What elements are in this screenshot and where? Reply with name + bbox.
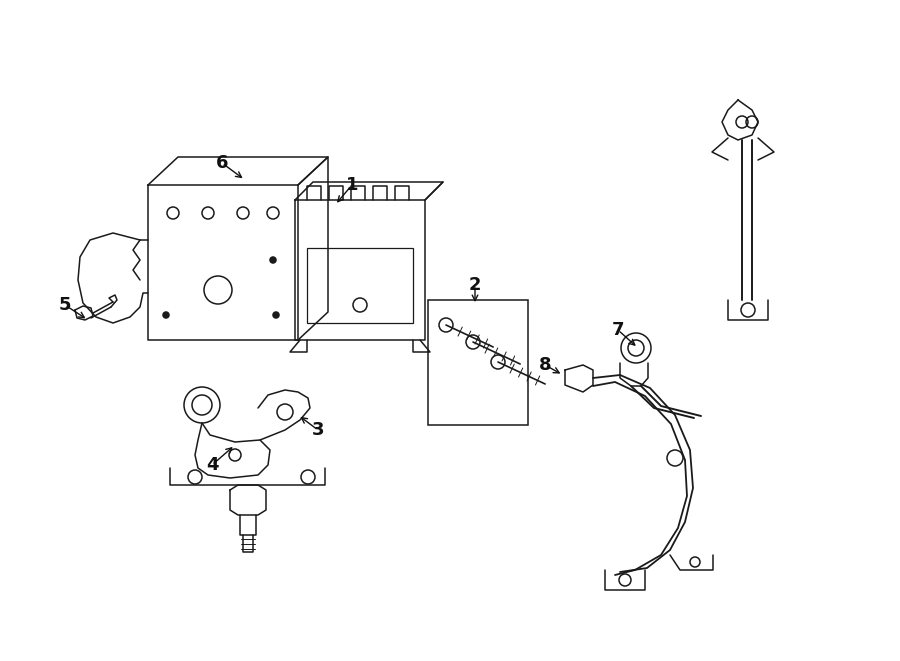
Text: 4: 4: [206, 456, 218, 474]
Text: 8: 8: [539, 356, 552, 374]
Bar: [428, 300, 528, 425]
Text: 5: 5: [58, 296, 71, 314]
Circle shape: [163, 312, 169, 318]
Text: 2: 2: [469, 276, 482, 294]
Bar: [307, 248, 413, 323]
Text: 1: 1: [346, 176, 358, 194]
Text: 6: 6: [216, 154, 229, 172]
Text: 7: 7: [612, 321, 625, 339]
Circle shape: [273, 312, 279, 318]
Circle shape: [270, 257, 276, 263]
Text: 3: 3: [311, 421, 324, 439]
